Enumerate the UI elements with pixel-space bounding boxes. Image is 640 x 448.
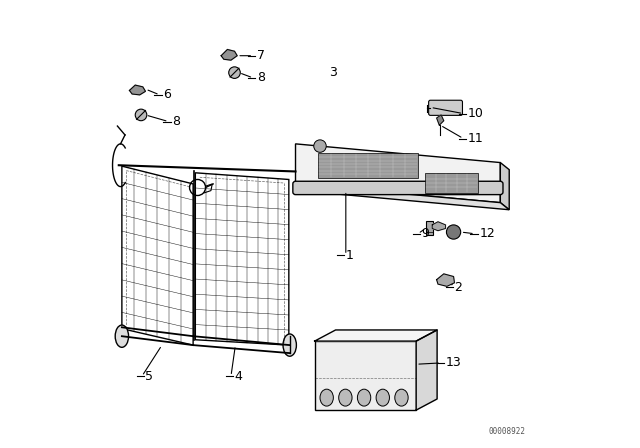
Polygon shape (432, 222, 445, 231)
Polygon shape (296, 144, 500, 202)
Text: 9: 9 (422, 227, 429, 240)
Bar (315, 341, 416, 410)
Circle shape (135, 109, 147, 121)
Ellipse shape (283, 334, 296, 356)
Text: 6: 6 (163, 88, 171, 101)
Polygon shape (315, 330, 437, 341)
Polygon shape (221, 49, 237, 60)
Circle shape (314, 140, 326, 152)
Text: 8: 8 (257, 72, 265, 85)
Ellipse shape (339, 389, 352, 406)
Ellipse shape (395, 389, 408, 406)
FancyBboxPatch shape (425, 173, 478, 193)
FancyBboxPatch shape (293, 181, 503, 194)
Text: 7: 7 (257, 49, 265, 62)
Polygon shape (500, 163, 509, 210)
Text: 8: 8 (172, 115, 180, 128)
Polygon shape (416, 330, 437, 410)
Text: 11: 11 (468, 132, 484, 145)
Text: 13: 13 (445, 357, 461, 370)
FancyBboxPatch shape (318, 153, 418, 178)
Ellipse shape (376, 389, 390, 406)
Polygon shape (436, 115, 444, 125)
Text: 1: 1 (346, 249, 354, 262)
Text: 00008922: 00008922 (488, 426, 525, 435)
Ellipse shape (357, 389, 371, 406)
Circle shape (228, 67, 240, 78)
Ellipse shape (320, 389, 333, 406)
FancyBboxPatch shape (429, 100, 463, 116)
Text: 4: 4 (234, 370, 243, 383)
Circle shape (447, 225, 461, 239)
Text: 12: 12 (479, 227, 495, 240)
Ellipse shape (115, 325, 129, 347)
Text: 10: 10 (468, 107, 484, 120)
Polygon shape (129, 85, 145, 95)
Polygon shape (436, 274, 454, 286)
Text: 2: 2 (454, 281, 462, 294)
Text: 5: 5 (145, 370, 154, 383)
Text: 3: 3 (329, 66, 337, 79)
Bar (426, 221, 433, 235)
Polygon shape (296, 184, 509, 210)
